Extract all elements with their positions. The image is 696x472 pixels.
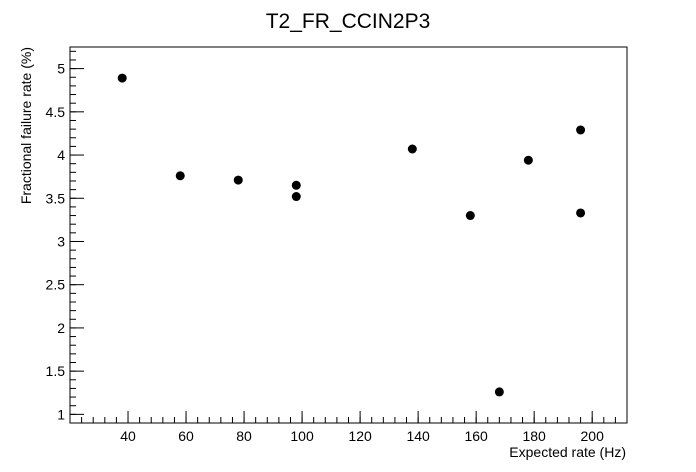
x-axis-title: Expected rate (Hz): [509, 444, 626, 460]
x-tick-label: 100: [290, 428, 314, 444]
y-tick-label: 2: [57, 320, 65, 336]
data-points: [117, 73, 586, 397]
data-point: [291, 180, 301, 190]
x-tick-label: 140: [406, 428, 430, 444]
data-point: [523, 155, 533, 165]
data-point: [576, 125, 586, 135]
data-point: [494, 387, 504, 397]
y-tick-label: 1.5: [46, 363, 66, 379]
x-tick-label: 40: [120, 428, 136, 444]
y-tick-label: 1: [57, 406, 65, 422]
y-tick-label: 3.5: [46, 190, 66, 206]
data-point: [233, 175, 243, 185]
y-tick-label: 2.5: [46, 277, 66, 293]
data-point: [117, 73, 127, 83]
y-axis: 1 1.5 2 2.5 3 3.5 4 4.5 5: [46, 50, 84, 424]
y-tick-label: 3: [57, 233, 65, 249]
x-tick-label: 180: [522, 428, 546, 444]
plot-frame: [69, 46, 628, 424]
x-tick-label: 80: [236, 428, 252, 444]
x-tick-label: 200: [581, 428, 605, 444]
chart-title: T2_FR_CCIN2P3: [266, 10, 431, 33]
x-tick-label: 160: [464, 428, 488, 444]
data-point: [291, 192, 301, 202]
y-tick-label: 4.5: [46, 104, 66, 120]
data-point: [576, 208, 586, 218]
y-axis-title: Fractional failure rate (%): [18, 47, 34, 204]
data-point: [175, 171, 185, 181]
x-axis: 40 60 80 100 120 140 160 180 200: [69, 411, 628, 444]
data-point: [407, 144, 417, 154]
data-point: [465, 211, 475, 221]
x-tick-label: 60: [178, 428, 194, 444]
y-tick-label: 4: [57, 147, 65, 163]
x-tick-label: 120: [348, 428, 372, 444]
y-tick-label: 5: [57, 61, 65, 77]
